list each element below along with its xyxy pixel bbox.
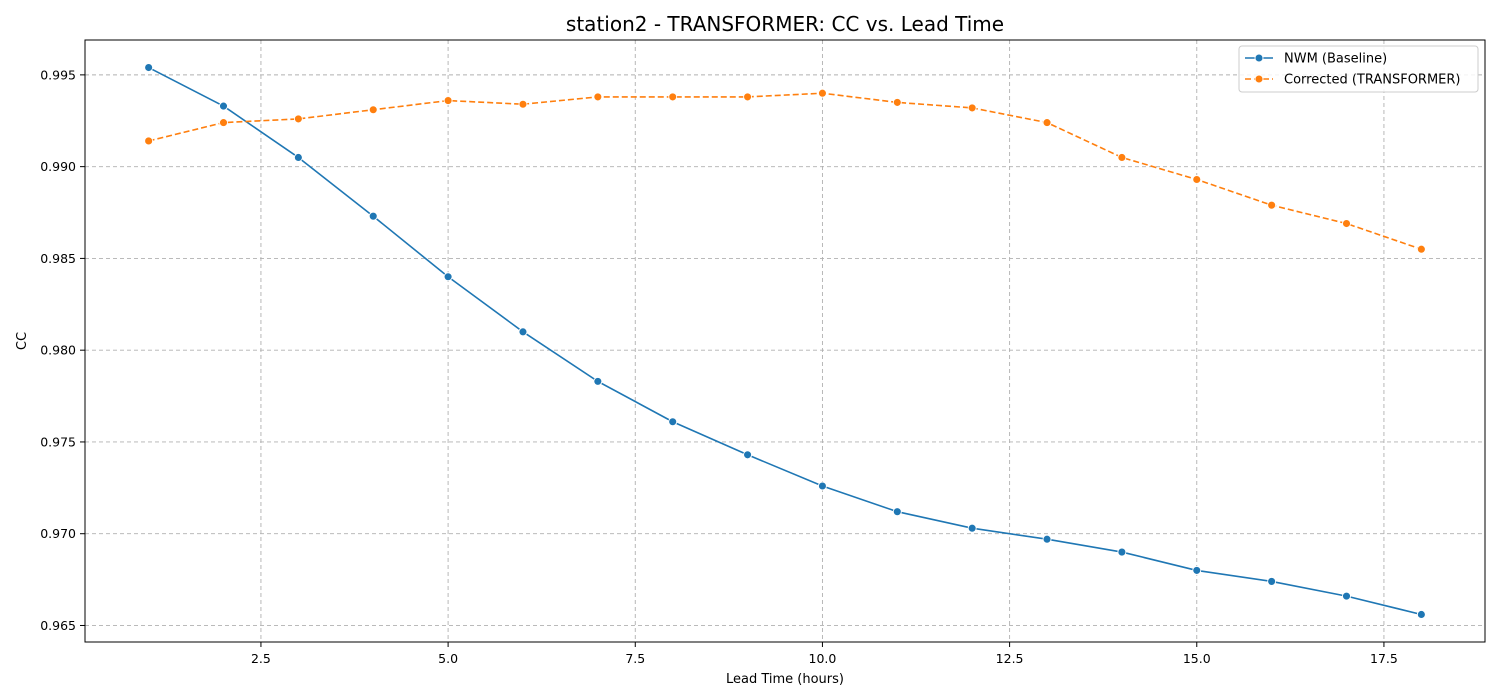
series-2 (144, 88, 1426, 254)
legend-item: Corrected (TRANSFORMER) (1245, 73, 1461, 88)
legend-label: NWM (Baseline) (1284, 52, 1387, 67)
data-point (443, 272, 453, 282)
y-axis: 0.965 0.970 0.975 0.980 0.985 0.990 0.995 (40, 67, 85, 633)
data-point (219, 118, 228, 128)
data-point (1042, 534, 1052, 544)
x-axis: 2.5 5.0 7.5 10.0 12.5 15.0 17.5 (251, 642, 1398, 666)
data-point (144, 63, 154, 72)
data-point (368, 105, 378, 115)
x-tick-label: 15.0 (1183, 651, 1211, 666)
y-tick-label: 0.995 (40, 67, 76, 82)
series-1 (144, 63, 1426, 619)
data-point (967, 523, 977, 533)
data-point (967, 103, 977, 113)
data-point (593, 376, 603, 386)
y-axis-label: CC (15, 332, 30, 350)
x-tick-label: 2.5 (251, 651, 271, 666)
legend-box (1238, 45, 1479, 93)
y-tick-label: 0.980 (40, 343, 76, 358)
chart-title: station2 - TRANSFORMER: CC vs. Lead Time (566, 12, 1004, 36)
data-point (1342, 219, 1351, 228)
data-point (368, 211, 378, 221)
data-point (1117, 547, 1127, 557)
data-point (743, 450, 753, 460)
data-point (892, 97, 902, 107)
data-point (817, 88, 827, 98)
data-point (668, 417, 678, 427)
data-point (293, 153, 303, 162)
legend-item: NWM (Baseline) (1245, 52, 1387, 67)
legend-marker (1254, 53, 1264, 63)
x-tick-label: 5.0 (438, 651, 458, 666)
data-point (293, 114, 303, 124)
data-point (743, 92, 753, 102)
data-point (1192, 565, 1202, 575)
data-point (892, 507, 902, 517)
y-tick-label: 0.985 (40, 251, 76, 266)
series-line (148, 92, 1422, 250)
x-axis-label: Lead Time (hours) (726, 672, 844, 687)
x-tick-label: 17.5 (1370, 651, 1398, 666)
data-point (593, 92, 603, 102)
data-point (219, 101, 228, 111)
y-tick-label: 0.965 (40, 618, 76, 633)
data-point (1267, 576, 1277, 586)
x-tick-label: 10.0 (809, 651, 837, 666)
data-point (1117, 153, 1127, 162)
data-point (443, 96, 453, 106)
series-layer (144, 63, 1426, 619)
data-point (1192, 175, 1202, 184)
data-point (1342, 591, 1351, 601)
data-point (1267, 200, 1277, 210)
x-tick-label: 12.5 (996, 651, 1024, 666)
data-point (518, 327, 528, 337)
y-tick-label: 0.990 (40, 159, 76, 174)
plot-frame (84, 39, 1486, 643)
legend: NWM (Baseline) Corrected (TRANSFORMER) (1238, 45, 1479, 93)
series-line (148, 66, 1422, 616)
x-tick-label: 7.5 (625, 651, 645, 666)
legend-marker (1254, 74, 1264, 84)
data-point (668, 92, 678, 102)
y-tick-label: 0.970 (40, 526, 76, 541)
data-point (144, 136, 154, 146)
data-point (1416, 610, 1426, 619)
data-point (518, 99, 528, 109)
data-point (1416, 244, 1426, 254)
data-point (1042, 118, 1052, 128)
legend-label: Corrected (TRANSFORMER) (1284, 73, 1461, 88)
grid (85, 40, 1485, 642)
y-tick-label: 0.975 (40, 434, 76, 449)
data-point (817, 481, 827, 491)
